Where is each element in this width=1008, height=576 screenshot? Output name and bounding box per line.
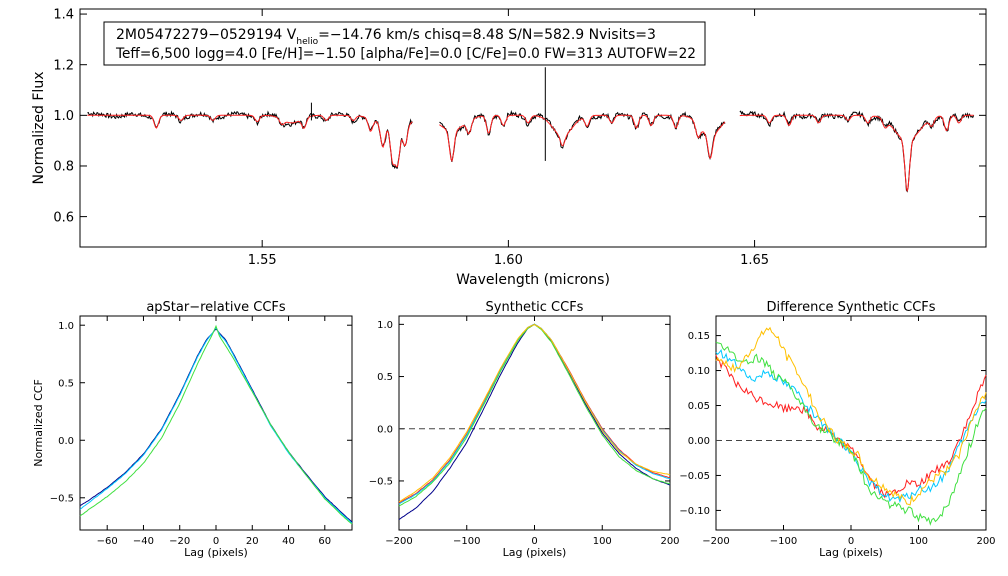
- spectrum-x-tick-label: 1.65: [740, 253, 769, 268]
- apstar-title: apStar−relative CCFs: [146, 300, 286, 315]
- synthetic-x-tick-label: 100: [593, 536, 612, 547]
- spectrum-title-line2: Teff=6,500 logg=4.0 [Fe/H]=−1.50 [alpha/…: [115, 46, 696, 62]
- spectrum-panel: 1.55 1.60 1.65 0.6 0.8 1.0 1.2 1.4 2M05472279−05…: [31, 8, 987, 288]
- difference-y-tick-label: −0.05: [679, 471, 710, 482]
- spectrum-x-axis-label: Wavelength (microns): [456, 272, 610, 288]
- spectrum-observed-line: [739, 110, 975, 193]
- apstar-x-tick-label: 40: [282, 536, 295, 547]
- spectrum-observed-line: [87, 110, 413, 170]
- spectrum-synthetic-line: [739, 114, 974, 192]
- spectrum-title-line1: 2M05472279−0529194 Vhelio=−14.76 km/s ch…: [116, 27, 656, 47]
- apstar-series-visit-1: [79, 328, 353, 523]
- synthetic-x-axis-label: Lag (pixels): [503, 546, 567, 559]
- apstar-y-tick-label: 0.0: [58, 436, 74, 447]
- synthetic-y-tick-label: 0.5: [377, 372, 393, 383]
- apstar-x-tick-label: 60: [318, 536, 331, 547]
- difference-ccf-panel: −200 −100 0 100 200 −0.10 −0.05 0.00 0.05 0.10 0.1…: [679, 300, 995, 559]
- difference-y-tick-label: 0.10: [688, 366, 710, 377]
- synthetic-y-tick-label: 1.0: [377, 320, 393, 331]
- synthetic-series-visit-4: [398, 323, 671, 503]
- synthetic-x-tick-label: −200: [385, 536, 412, 547]
- spectrum-synthetic-line: [87, 114, 413, 168]
- synthetic-x-tick-label: −100: [453, 536, 480, 547]
- spectrum-plot-frame: [79, 8, 987, 248]
- spectrum-synthetic-line: [439, 114, 726, 163]
- title-params: =−14.76 km/s chisq=8.48 S/N=582.9 Nvisit…: [318, 27, 656, 43]
- difference-y-tick-label: 0.05: [688, 401, 710, 412]
- synthetic-title: Synthetic CCFs: [486, 300, 584, 315]
- apstar-x-tick-label: −40: [133, 536, 154, 547]
- apstar-plot-frame: [79, 315, 353, 531]
- synthetic-y-tick-label: −0.5: [369, 477, 393, 488]
- spectrum-y-tick-label: 1.0: [53, 109, 74, 124]
- synthetic-series-visit-3: [398, 323, 671, 507]
- synthetic-plot-frame: [398, 315, 671, 531]
- difference-y-tick-label: 0.15: [688, 331, 710, 342]
- synthetic-x-tick-label: 200: [660, 536, 679, 547]
- spectrum-y-tick-label: 0.6: [53, 210, 74, 225]
- apstar-x-tick-label: 20: [246, 536, 259, 547]
- difference-x-tick-label: −100: [770, 536, 797, 547]
- apstar-ccf-panel: −60 −40 −20 0 20 40 60 −0.5 0.0 0.5 1.0 apStar−rela…: [32, 300, 353, 559]
- synthetic-series-visit-1: [398, 323, 671, 504]
- difference-x-tick-label: 100: [909, 536, 928, 547]
- difference-series-visit-2: [715, 349, 987, 504]
- synthetic-series-visit-2: [398, 323, 671, 505]
- difference-title: Difference Synthetic CCFs: [766, 300, 935, 315]
- apstar-y-tick-label: −0.5: [50, 493, 74, 504]
- synthetic-ccf-panel: −200 −100 0 100 200 −0.5 0.0 0.5 1.0 Synthetic CC…: [369, 300, 680, 559]
- apstar-x-tick-label: 0: [213, 536, 219, 547]
- difference-x-tick-label: −200: [702, 536, 729, 547]
- spectrum-y-tick-label: 0.8: [53, 160, 74, 175]
- difference-x-tick-label: 200: [976, 536, 995, 547]
- spectrum-title-box: [103, 21, 706, 66]
- difference-y-tick-label: −0.10: [679, 506, 710, 517]
- difference-y-tick-label: 0.00: [688, 436, 710, 447]
- spectrum-x-tick-label: 1.55: [248, 253, 277, 268]
- difference-series-visit-4: [715, 326, 987, 506]
- apstar-x-tick-label: −20: [169, 536, 190, 547]
- difference-series-visit-3: [715, 341, 987, 526]
- synthetic-series-model: [398, 323, 671, 521]
- difference-series-visit-1: [715, 354, 987, 499]
- spectrum-y-axis-label: Normalized Flux: [31, 72, 47, 185]
- apstar-x-tick-label: −60: [97, 536, 118, 547]
- apstar-series-visit-2: [79, 326, 353, 524]
- apstar-x-axis-label: Lag (pixels): [184, 546, 248, 559]
- synthetic-y-tick-label: 0.0: [377, 424, 393, 435]
- difference-x-axis-label: Lag (pixels): [819, 546, 883, 559]
- apstar-y-tick-label: 1.0: [58, 321, 74, 332]
- spectrum-x-tick-label: 1.60: [494, 253, 523, 268]
- apstar-y-axis-label: Normalized CCF: [32, 379, 45, 467]
- title-star-id: 2M05472279−0529194 V: [116, 27, 297, 43]
- title-subscript: helio: [296, 37, 318, 47]
- difference-plot-frame: [715, 315, 987, 531]
- apstar-series-visit-3: [79, 324, 353, 525]
- spectrum-y-tick-label: 1.2: [53, 58, 74, 73]
- difference-x-tick-label: 0: [848, 536, 854, 547]
- apstar-y-tick-label: 0.5: [58, 378, 74, 389]
- spectrum-y-tick-label: 1.4: [53, 8, 74, 23]
- synthetic-x-tick-label: 0: [531, 536, 537, 547]
